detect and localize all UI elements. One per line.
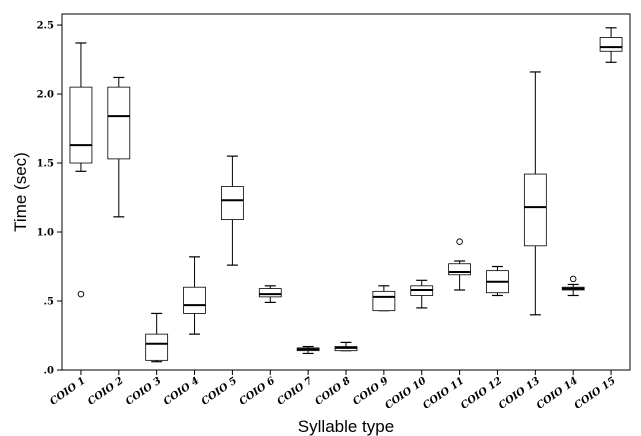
outlier-point (569, 275, 577, 283)
box-9 (372, 285, 396, 312)
x-tick-label: COIO 11 (421, 375, 466, 411)
x-tick-label: COIO 3 (124, 375, 164, 407)
y-tick-label: .0 (44, 366, 54, 377)
y-axis-label: Time (sec) (11, 152, 30, 232)
box-iqr (372, 290, 396, 312)
box-iqr (599, 37, 623, 52)
box-5 (221, 155, 244, 266)
x-axis-label: Syllable type (298, 417, 394, 436)
x-tick-label: COIO 4 (162, 375, 202, 407)
box-iqr (221, 186, 244, 220)
box-2 (107, 76, 131, 218)
box-10 (410, 279, 434, 309)
box-8 (334, 341, 358, 352)
box-7 (296, 345, 320, 355)
box-3 (145, 312, 169, 363)
y-tick-label: 1.0 (37, 228, 54, 239)
x-tick-label: COIO 14 (535, 375, 580, 411)
outlier-point (77, 290, 85, 298)
box-iqr (183, 286, 206, 314)
box-iqr (69, 86, 93, 164)
y-axis: .0 .5 1.0 1.5 2.0 2.5 (37, 21, 62, 377)
y-tick-label: 2.5 (37, 21, 54, 32)
x-tick-label: COIO 13 (497, 375, 542, 411)
box-12 (486, 265, 509, 297)
x-tick-label: COIO 1 (48, 375, 87, 407)
box-11 (448, 238, 471, 291)
box-6 (258, 285, 282, 303)
x-tick-label: COIO 8 (313, 375, 353, 407)
box-series (69, 27, 623, 363)
box-4 (183, 256, 206, 335)
box-iqr (107, 86, 131, 160)
box-iqr (145, 333, 169, 361)
box-1 (69, 42, 93, 298)
box-13 (523, 71, 547, 316)
box-iqr (448, 263, 471, 276)
x-tick-label: COIO 6 (238, 375, 278, 407)
box-15 (599, 27, 623, 63)
x-tick-label: COIO 2 (86, 375, 126, 407)
box-iqr (258, 288, 282, 298)
y-tick-label: 2.0 (37, 90, 54, 101)
outlier-point (456, 238, 463, 245)
x-tick-label: COIO 15 (573, 375, 618, 411)
x-tick-label: COIO 10 (383, 375, 428, 411)
x-tick-label: COIO 7 (275, 375, 315, 407)
y-tick-label: .5 (44, 297, 54, 308)
x-tick-label: COIO 12 (459, 375, 504, 411)
x-tick-label: COIO 5 (200, 375, 240, 407)
box-iqr (523, 173, 547, 247)
box-14 (561, 275, 585, 297)
y-tick-label: 1.5 (37, 159, 54, 170)
